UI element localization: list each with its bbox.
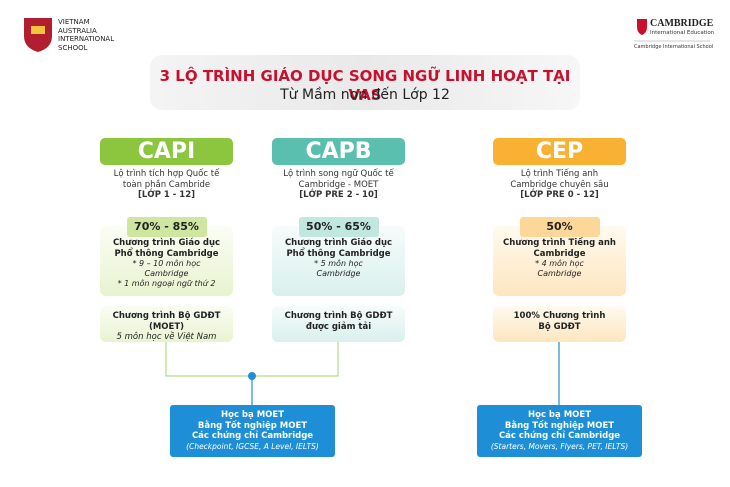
crest-detail — [31, 26, 45, 34]
percent: 50% — [519, 217, 600, 237]
connector — [165, 342, 339, 377]
outcome-line: Các chứng chỉ Cambridge — [498, 431, 621, 442]
program-description: Lộ trình Tiếng anh Cambridge chuyên sâu [L… — [483, 169, 636, 201]
program-description: Lộ trình song ngữ Quốc tế Cambridge - MOE… — [262, 169, 415, 201]
crest — [24, 18, 52, 52]
outcome-line: Bằng Tốt nghiệp MOET — [504, 420, 615, 431]
description-line: Cambridge chuyên sâu — [510, 179, 609, 190]
box-title: 100% Chương trình — [513, 311, 606, 321]
description-line: Lộ trình Tiếng anh — [520, 169, 599, 179]
box-title: Phổ thông Cambridge — [114, 248, 219, 259]
box-item: * 4 môn học — [535, 259, 584, 269]
outcome-line: Học bạ MOET — [220, 410, 285, 420]
outcome-line: Học bạ MOET — [527, 410, 592, 420]
cambridge-shield — [637, 19, 647, 35]
logo-text: INTERNATIONAL — [58, 35, 115, 43]
brand-sub: International Education — [650, 30, 715, 36]
cambridge-box: Chương trình Tiếng anh Cambridge * 4 môn h… — [493, 226, 626, 296]
program-header: CAPI — [100, 138, 233, 165]
outcome-note: (Checkpoint, IGCSE, A Level, IELTS) — [186, 441, 319, 451]
box-title: Chương trình Giáo dục — [112, 238, 221, 248]
brand: CAMBRIDGE — [650, 18, 714, 29]
moet-box: 100% Chương trình Bộ GDĐT — [493, 306, 626, 342]
program-header: CEP — [493, 138, 626, 165]
box-title: được giảm tải — [305, 321, 372, 332]
title-banner — [150, 55, 580, 110]
grade: [LỚP PRE 2 - 10] — [299, 190, 378, 201]
subtitle: Từ Mầm non đến Lớp 12 — [280, 87, 450, 103]
box-title: Chương trình Giáo dục — [284, 238, 393, 248]
logo-text: VIETNAM — [58, 18, 90, 26]
box-title: Cambridge — [533, 248, 586, 259]
box-item: * 5 môn học — [314, 259, 363, 269]
moet-box: Chương trình Bộ GDĐT được giảm tải — [272, 306, 405, 342]
grade: [LỚP PRE 0 - 12] — [520, 190, 599, 201]
percent: 50% - 65% — [298, 217, 379, 237]
box-item: Cambridge — [144, 269, 189, 279]
brand-school: Cambridge International School — [634, 44, 714, 50]
box-item: 5 môn học về Việt Nam — [116, 332, 217, 343]
outcome-line: Bằng Tốt nghiệp MOET — [197, 420, 308, 431]
cambridge-box: Chương trình Giáo dục Phổ thông Cambridge… — [272, 226, 405, 296]
box-item: Cambridge — [316, 269, 361, 279]
moet-box: Chương trình Bộ GDĐT (MOET) 5 môn học về … — [100, 306, 233, 342]
box-title: Chương trình Bộ GDĐT — [284, 311, 393, 321]
logo-text: SCHOOL — [58, 43, 88, 52]
program-header: CAPB — [272, 138, 405, 165]
box-item: Cambridge — [537, 269, 582, 279]
box-item: * 9 – 10 môn học — [132, 259, 201, 269]
description-line: Lộ trình tích hợp Quốc tế — [113, 169, 220, 179]
box-title: Bộ GDĐT — [538, 321, 581, 332]
description-line: Cambridge - MOET — [298, 179, 379, 190]
box-title: Phổ thông Cambridge — [286, 248, 391, 259]
outcome-note: (Starters, Movers, Flyers, PET, IELTS) — [490, 441, 629, 451]
percent: 70% - 85% — [126, 217, 207, 237]
description-line: Lộ trình song ngữ Quốc tế — [283, 169, 394, 179]
title: 3 LỘ TRÌNH GIÁO DỤC SONG NGỮ LINH HOẠT T… — [159, 67, 571, 104]
outcome-box: Học bạ MOET Bằng Tốt nghiệp MOET Các chứng… — [170, 405, 335, 457]
logo-text: AUSTRALIA — [58, 26, 97, 35]
box-title: Chương trình Bộ GDĐT (MOET) — [112, 311, 221, 332]
logo-left: VIETNAM AUSTRALIA INTERNATIONAL SCHOOL — [58, 18, 114, 52]
description-line: toàn phần Cambride — [122, 179, 211, 190]
cambridge-box: Chương trình Giáo dục Phổ thông Cambridge… — [100, 226, 233, 296]
grade: [LỚP 1 - 12] — [138, 190, 195, 201]
connector-dot — [248, 372, 256, 380]
program-description: Lộ trình tích hợp Quốc tế toàn phần Cambr… — [90, 169, 243, 201]
box-item: * 1 môn ngoại ngữ thứ 2 — [117, 279, 216, 289]
outcome-line: Các chứng chỉ Cambridge — [191, 431, 314, 442]
outcome-box: Học bạ MOET Bằng Tốt nghiệp MOET Các chứng… — [477, 405, 642, 457]
box-title: Chương trình Tiếng anh — [503, 238, 616, 248]
